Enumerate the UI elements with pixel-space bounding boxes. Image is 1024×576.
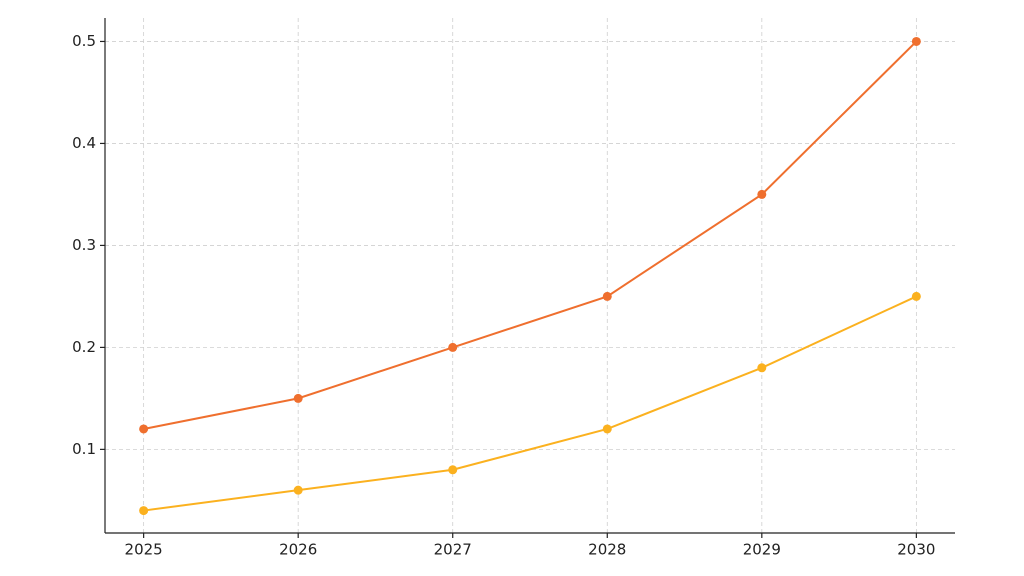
point [293,485,303,495]
point [757,189,767,199]
y-tick-label: 0.4 [72,134,96,152]
point [139,424,149,434]
y-tick-label: 0.2 [72,338,96,356]
point [139,506,149,516]
y-tick-label: 0.1 [72,440,96,458]
y-tick-label: 0.5 [72,32,96,50]
x-tick-label: 2028 [588,541,626,559]
point [602,424,612,434]
point [602,291,612,301]
x-tick-label: 2025 [125,541,163,559]
x-tick-label: 2027 [434,541,472,559]
x-tick-label: 2030 [897,541,935,559]
point [293,393,303,403]
y-tick-label: 0.3 [72,236,96,254]
series-line [143,295,917,512]
point [448,465,458,475]
point [757,363,767,373]
x-tick-label: 2026 [279,541,317,559]
point [448,342,458,352]
point [911,36,921,46]
point [911,291,921,301]
series-line [143,40,918,430]
x-tick-label: 2029 [743,541,781,559]
